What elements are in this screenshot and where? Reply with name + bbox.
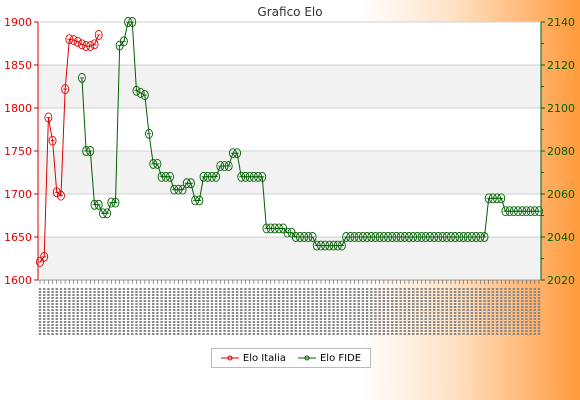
y-left-tick-label: 1900 bbox=[4, 16, 32, 29]
data-point bbox=[497, 193, 506, 204]
data-point bbox=[52, 187, 61, 198]
y-right-tick-label: 2120 bbox=[547, 59, 575, 72]
y-right-tick-label: 2040 bbox=[547, 231, 575, 244]
data-point bbox=[103, 208, 112, 219]
data-point bbox=[86, 146, 95, 156]
data-point bbox=[65, 34, 74, 45]
data-point bbox=[145, 128, 153, 139]
data-point bbox=[480, 232, 489, 242]
legend-swatch-elo-italia bbox=[220, 355, 239, 361]
grid-band bbox=[38, 237, 541, 280]
data-point bbox=[153, 158, 162, 169]
legend-item-elo-fide: Elo FIDE bbox=[297, 352, 362, 364]
data-point bbox=[94, 29, 103, 40]
legend-label-elo-fide: Elo FIDE bbox=[319, 352, 362, 364]
y-left-tick-label: 1650 bbox=[4, 231, 32, 244]
data-point bbox=[48, 135, 57, 146]
data-point bbox=[94, 199, 103, 210]
legend-swatch-elo-fide bbox=[297, 355, 316, 361]
series-elo-italia bbox=[36, 29, 103, 267]
y-left-tick-label: 1750 bbox=[4, 145, 32, 158]
data-point bbox=[40, 251, 49, 262]
y-right-tick-label: 2020 bbox=[547, 274, 575, 287]
chart-legend: Elo Italia Elo FIDE bbox=[211, 348, 371, 368]
y-right-tick-label: 2060 bbox=[547, 188, 575, 201]
data-point bbox=[111, 197, 120, 208]
y-right-tick-label: 2140 bbox=[547, 16, 575, 29]
data-point bbox=[44, 112, 53, 123]
data-point bbox=[61, 84, 70, 95]
data-point bbox=[86, 41, 95, 52]
chart-title: Grafico Elo bbox=[257, 5, 322, 19]
data-point bbox=[166, 171, 174, 182]
grid-band bbox=[38, 151, 541, 194]
data-point bbox=[178, 184, 187, 195]
y-left-tick-label: 1700 bbox=[4, 188, 32, 201]
y-right-tick-label: 2100 bbox=[547, 102, 575, 115]
grid-band bbox=[38, 65, 541, 108]
y-left-tick-label: 1850 bbox=[4, 59, 32, 72]
data-point bbox=[90, 39, 99, 50]
data-point bbox=[77, 39, 86, 50]
data-point bbox=[119, 36, 128, 47]
data-point bbox=[212, 171, 221, 182]
data-point bbox=[187, 178, 195, 189]
data-point bbox=[140, 90, 149, 101]
data-point bbox=[308, 232, 317, 242]
data-point bbox=[337, 240, 346, 251]
data-point bbox=[195, 195, 204, 206]
data-point bbox=[224, 161, 233, 172]
y-left-tick-label: 1800 bbox=[4, 102, 32, 115]
data-point bbox=[128, 17, 137, 27]
data-point bbox=[77, 72, 86, 83]
y-right-tick-label: 2080 bbox=[547, 145, 575, 158]
y-left-tick-label: 1600 bbox=[4, 274, 32, 287]
legend-item-elo-italia: Elo Italia bbox=[220, 352, 286, 364]
plot-background bbox=[38, 21, 541, 281]
data-point bbox=[535, 206, 543, 217]
data-point bbox=[73, 36, 82, 47]
series-elo-fide bbox=[77, 17, 543, 251]
data-point bbox=[36, 256, 44, 267]
data-point bbox=[136, 87, 145, 98]
legend-label-elo-italia: Elo Italia bbox=[242, 352, 286, 364]
data-point bbox=[57, 190, 65, 201]
data-point bbox=[132, 85, 141, 96]
data-point bbox=[69, 35, 78, 46]
data-point bbox=[258, 171, 267, 182]
data-point bbox=[233, 148, 242, 159]
